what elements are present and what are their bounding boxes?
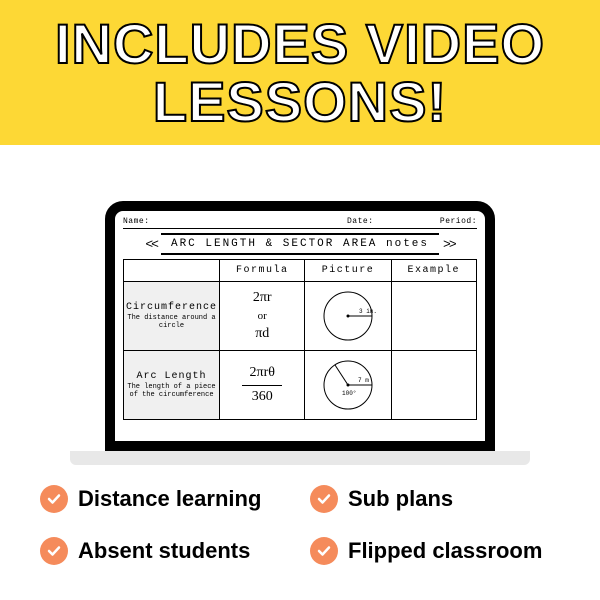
radius-label: 7 m [358,377,369,384]
table-header-row: Formula Picture Example [124,260,477,282]
radius-label: 3 in. [359,308,377,315]
table-row: Circumference The distance around a circ… [124,282,477,351]
example-cell [391,282,476,351]
row-label-cell: Arc Length The length of a piece of the … [124,351,220,420]
worksheet-title: ARC LENGTH & SECTOR AREA notes [161,233,439,255]
formula-line: or [258,310,267,322]
formula-cell: 2πr or πd [220,282,305,351]
picture-cell: 3 in. [305,282,391,351]
worksheet: Name: Date: Period: << ARC LENGTH & SECT… [115,211,485,441]
laptop-frame: Name: Date: Period: << ARC LENGTH & SECT… [105,201,495,465]
headline-text: INCLUDES VIDEO LESSONS! [0,15,600,129]
col-example: Example [391,260,476,282]
feature-item: Flipped classroom [310,537,560,565]
formula-cell: 2πrθ 360 [220,351,305,420]
headline-banner: INCLUDES VIDEO LESSONS! [0,0,600,145]
laptop-graphic: Name: Date: Period: << ARC LENGTH & SECT… [0,145,600,465]
date-label: Date: [347,217,437,226]
ribbon-left-icon: << [145,237,157,252]
checkmark-icon [310,485,338,513]
worksheet-title-row: << ARC LENGTH & SECTOR AREA notes >> [123,233,477,255]
col-formula: Formula [220,260,305,282]
formula-line: 2πr [253,290,272,305]
feature-list: Distance learning Sub plans Absent stude… [0,465,600,565]
checkmark-icon [40,485,68,513]
feature-item: Absent students [40,537,290,565]
period-label: Period: [437,217,477,226]
angle-label: 100° [342,390,356,397]
table-row: Arc Length The length of a piece of the … [124,351,477,420]
col-picture: Picture [305,260,391,282]
row-label: Arc Length [126,371,217,382]
feature-label: Absent students [78,538,250,564]
worksheet-header: Name: Date: Period: [123,217,477,229]
formula-numerator: 2πrθ [250,365,275,380]
feature-label: Sub plans [348,486,453,512]
row-label: Circumference [126,302,217,313]
feature-item: Distance learning [40,485,290,513]
feature-item: Sub plans [310,485,560,513]
circle-icon: 3 in. [318,286,378,346]
row-sublabel: The distance around a circle [126,315,217,330]
col-empty [124,260,220,282]
worksheet-table: Formula Picture Example Circumference Th… [123,259,477,420]
example-cell [391,351,476,420]
circle-icon: 7 m 100° [318,355,378,415]
formula-line: πd [255,326,269,341]
feature-label: Flipped classroom [348,538,542,564]
laptop-screen: Name: Date: Period: << ARC LENGTH & SECT… [105,201,495,451]
ribbon-right-icon: >> [443,237,455,252]
formula-denominator: 360 [252,389,273,404]
name-label: Name: [123,217,347,226]
feature-label: Distance learning [78,486,261,512]
fraction-line [242,385,282,386]
row-sublabel: The length of a piece of the circumferen… [126,384,217,399]
picture-cell: 7 m 100° [305,351,391,420]
checkmark-icon [40,537,68,565]
row-label-cell: Circumference The distance around a circ… [124,282,220,351]
laptop-base [70,451,530,465]
checkmark-icon [310,537,338,565]
